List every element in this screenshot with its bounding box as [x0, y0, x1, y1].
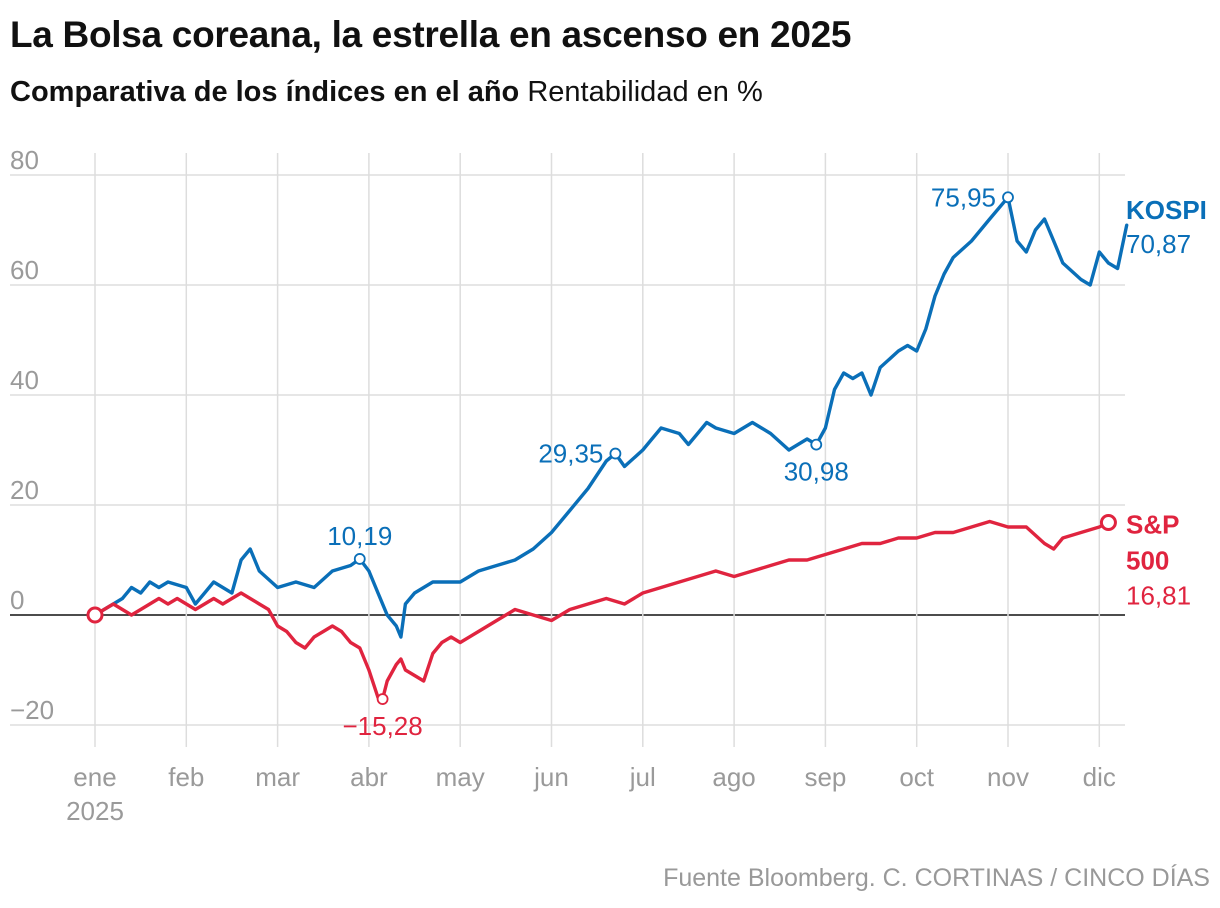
source-credit: Fuente Bloomberg. C. CORTINAS / CINCO DÍ…	[663, 864, 1210, 892]
sp500-label-line2: 500	[1126, 546, 1169, 576]
x-tick-label: abr	[350, 762, 388, 792]
annotation-marker	[810, 438, 823, 451]
sp500-label-line1: S&P	[1126, 510, 1179, 540]
series-labels: KOSPI 70,87 S&P 500 16,81	[1099, 195, 1207, 611]
chart-subtitle: Comparativa de los índices en el año Ren…	[10, 76, 763, 109]
annotation-label: −15,28	[342, 711, 422, 741]
x-tick-label: mar	[255, 762, 300, 792]
x-tick-label: jun	[533, 762, 569, 792]
y-tick-label: 40	[10, 365, 39, 395]
chart-title: La Bolsa coreana, la estrella en ascenso…	[10, 14, 852, 55]
x-tick-label: dic	[1083, 762, 1116, 792]
annotation-marker	[353, 553, 366, 565]
axes: 80 60 40 20 0 −20 ene feb mar abr may jun jul ago sep o…	[10, 145, 1116, 826]
gridlines	[10, 153, 1125, 747]
annotation-marker	[1002, 191, 1014, 204]
sp500-end-value: 16,81	[1126, 581, 1191, 611]
x-tick-label: ene	[73, 762, 116, 792]
y-tick-label: −20	[10, 695, 54, 725]
x-tick-label: nov	[987, 762, 1029, 792]
kospi-end-value: 70,87	[1126, 229, 1191, 259]
annotations: 10,19 29,35 30,98 75,95 −15,28	[327, 182, 1014, 741]
kospi-label: KOSPI	[1126, 195, 1207, 225]
x-tick-label: may	[436, 762, 485, 792]
x-tick-label: jul	[629, 762, 656, 792]
line-chart: 80 60 40 20 0 −20 ene feb mar abr may jun jul ago sep o…	[10, 145, 1207, 826]
start-marker	[86, 606, 104, 624]
y-tick-label: 20	[10, 475, 39, 505]
y-tick-label: 80	[10, 145, 39, 175]
annotation-label: 10,19	[327, 521, 392, 551]
annotation-marker	[376, 693, 389, 705]
y-tick-label: 0	[10, 585, 24, 615]
kospi-line	[93, 195, 1129, 639]
x-tick-label: feb	[168, 762, 204, 792]
subtitle-unit: Rentabilidad en %	[527, 76, 763, 108]
x-tick-label: ago	[712, 762, 755, 792]
y-tick-label: 60	[10, 255, 39, 285]
sp500-line	[93, 519, 1111, 701]
annotation-marker	[609, 447, 622, 460]
series-lines	[86, 195, 1129, 701]
x-tick-label: oct	[899, 762, 934, 792]
annotation-label: 29,35	[538, 439, 603, 469]
annotation-label: 75,95	[931, 182, 996, 212]
sp500-end-marker	[1099, 514, 1117, 532]
annotation-label: 30,98	[784, 457, 849, 487]
x-tick-label: sep	[804, 762, 846, 792]
x-year-label: 2025	[66, 796, 124, 826]
subtitle-bold: Comparativa de los índices en el año	[10, 76, 520, 108]
